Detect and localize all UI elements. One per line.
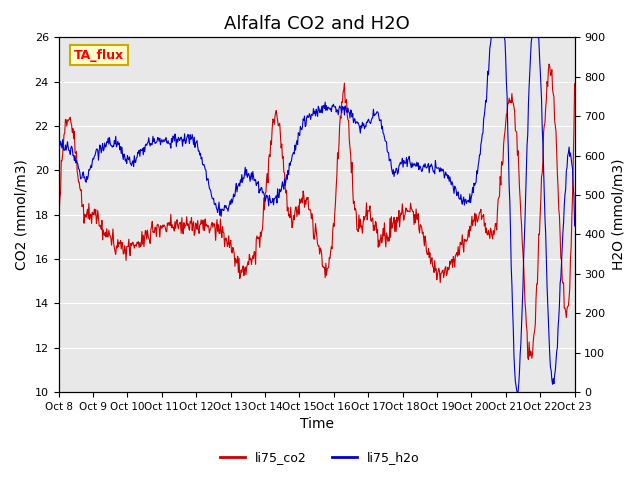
Y-axis label: CO2 (mmol/m3): CO2 (mmol/m3) — [15, 159, 29, 270]
Title: Alfalfa CO2 and H2O: Alfalfa CO2 and H2O — [224, 15, 410, 33]
Legend: li75_co2, li75_h2o: li75_co2, li75_h2o — [215, 446, 425, 469]
Text: TA_flux: TA_flux — [74, 48, 124, 61]
X-axis label: Time: Time — [300, 418, 333, 432]
Y-axis label: H2O (mmol/m3): H2O (mmol/m3) — [611, 159, 625, 270]
